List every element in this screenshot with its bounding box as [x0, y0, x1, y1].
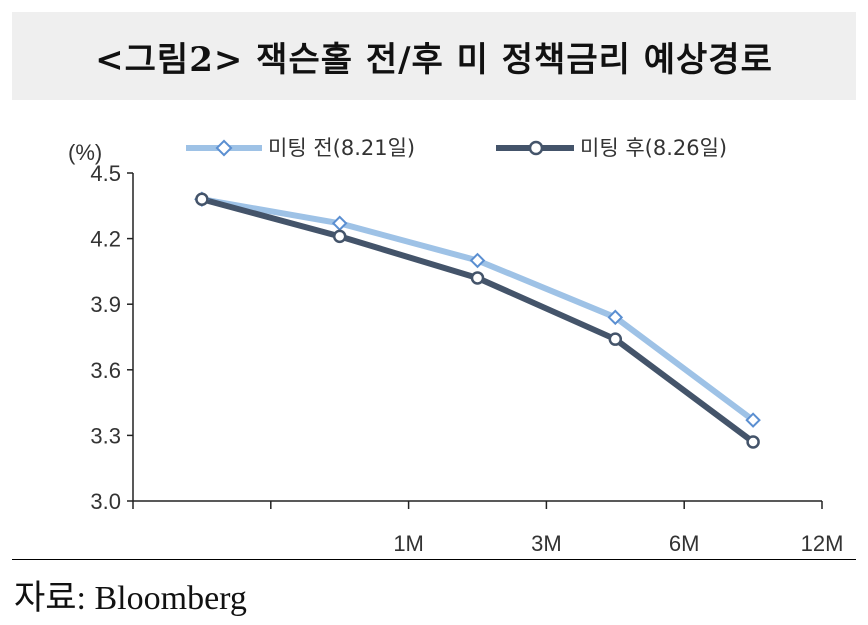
data-point-before	[607, 309, 624, 326]
y-tick-label: 4.5	[90, 161, 121, 186]
data-point-after	[470, 271, 485, 285]
y-tick-label: 3.3	[90, 423, 121, 448]
data-point-after	[195, 192, 209, 206]
series-group	[194, 191, 761, 449]
data-point-after	[746, 435, 760, 449]
data-point-after	[608, 332, 623, 346]
y-axis-unit-label: (%)	[68, 140, 102, 165]
x-tick-label: 1M	[393, 531, 424, 555]
y-tick-label: 3.6	[90, 358, 121, 383]
legend-label-after: 미팅 후(8.26일)	[580, 136, 727, 160]
source-note: 자료: Bloomberg	[14, 580, 247, 617]
chart-title: <그림2> 잭슨홀 전/후 미 정책금리 예상경로	[95, 39, 773, 80]
series-line-2	[201, 196, 755, 445]
y-tick-label: 4.2	[90, 227, 121, 252]
data-point-before	[745, 412, 761, 428]
bottom-divider	[12, 559, 856, 560]
series-line-1	[201, 196, 755, 423]
y-tick-label: 3.9	[90, 292, 121, 317]
legend-marker-after	[528, 140, 544, 156]
line-chart: 미팅 전(8.21일) 미팅 후(8.26일) (%) 4.5 4.2 3.9 3.6…	[68, 136, 844, 555]
legend-label-before: 미팅 전(8.21일)	[268, 136, 415, 160]
legend-marker-before	[215, 139, 233, 157]
chart-legend: 미팅 전(8.21일) 미팅 후(8.26일)	[186, 136, 727, 160]
x-axis-ticks: 1M 3M 6M 12M	[132, 501, 844, 555]
x-tick-label: 12M	[801, 531, 844, 555]
x-tick-label: 3M	[531, 531, 562, 555]
chart-header: <그림2> 잭슨홀 전/후 미 정책금리 예상경로	[12, 12, 856, 100]
y-tick-label: 3.0	[90, 489, 121, 514]
data-point-after	[332, 229, 347, 244]
data-point-before	[469, 252, 486, 269]
x-tick-label: 6M	[669, 531, 700, 555]
y-axis-ticks: 4.5 4.2 3.9 3.6 3.3 3.0	[90, 161, 133, 514]
data-point-before	[331, 215, 348, 232]
